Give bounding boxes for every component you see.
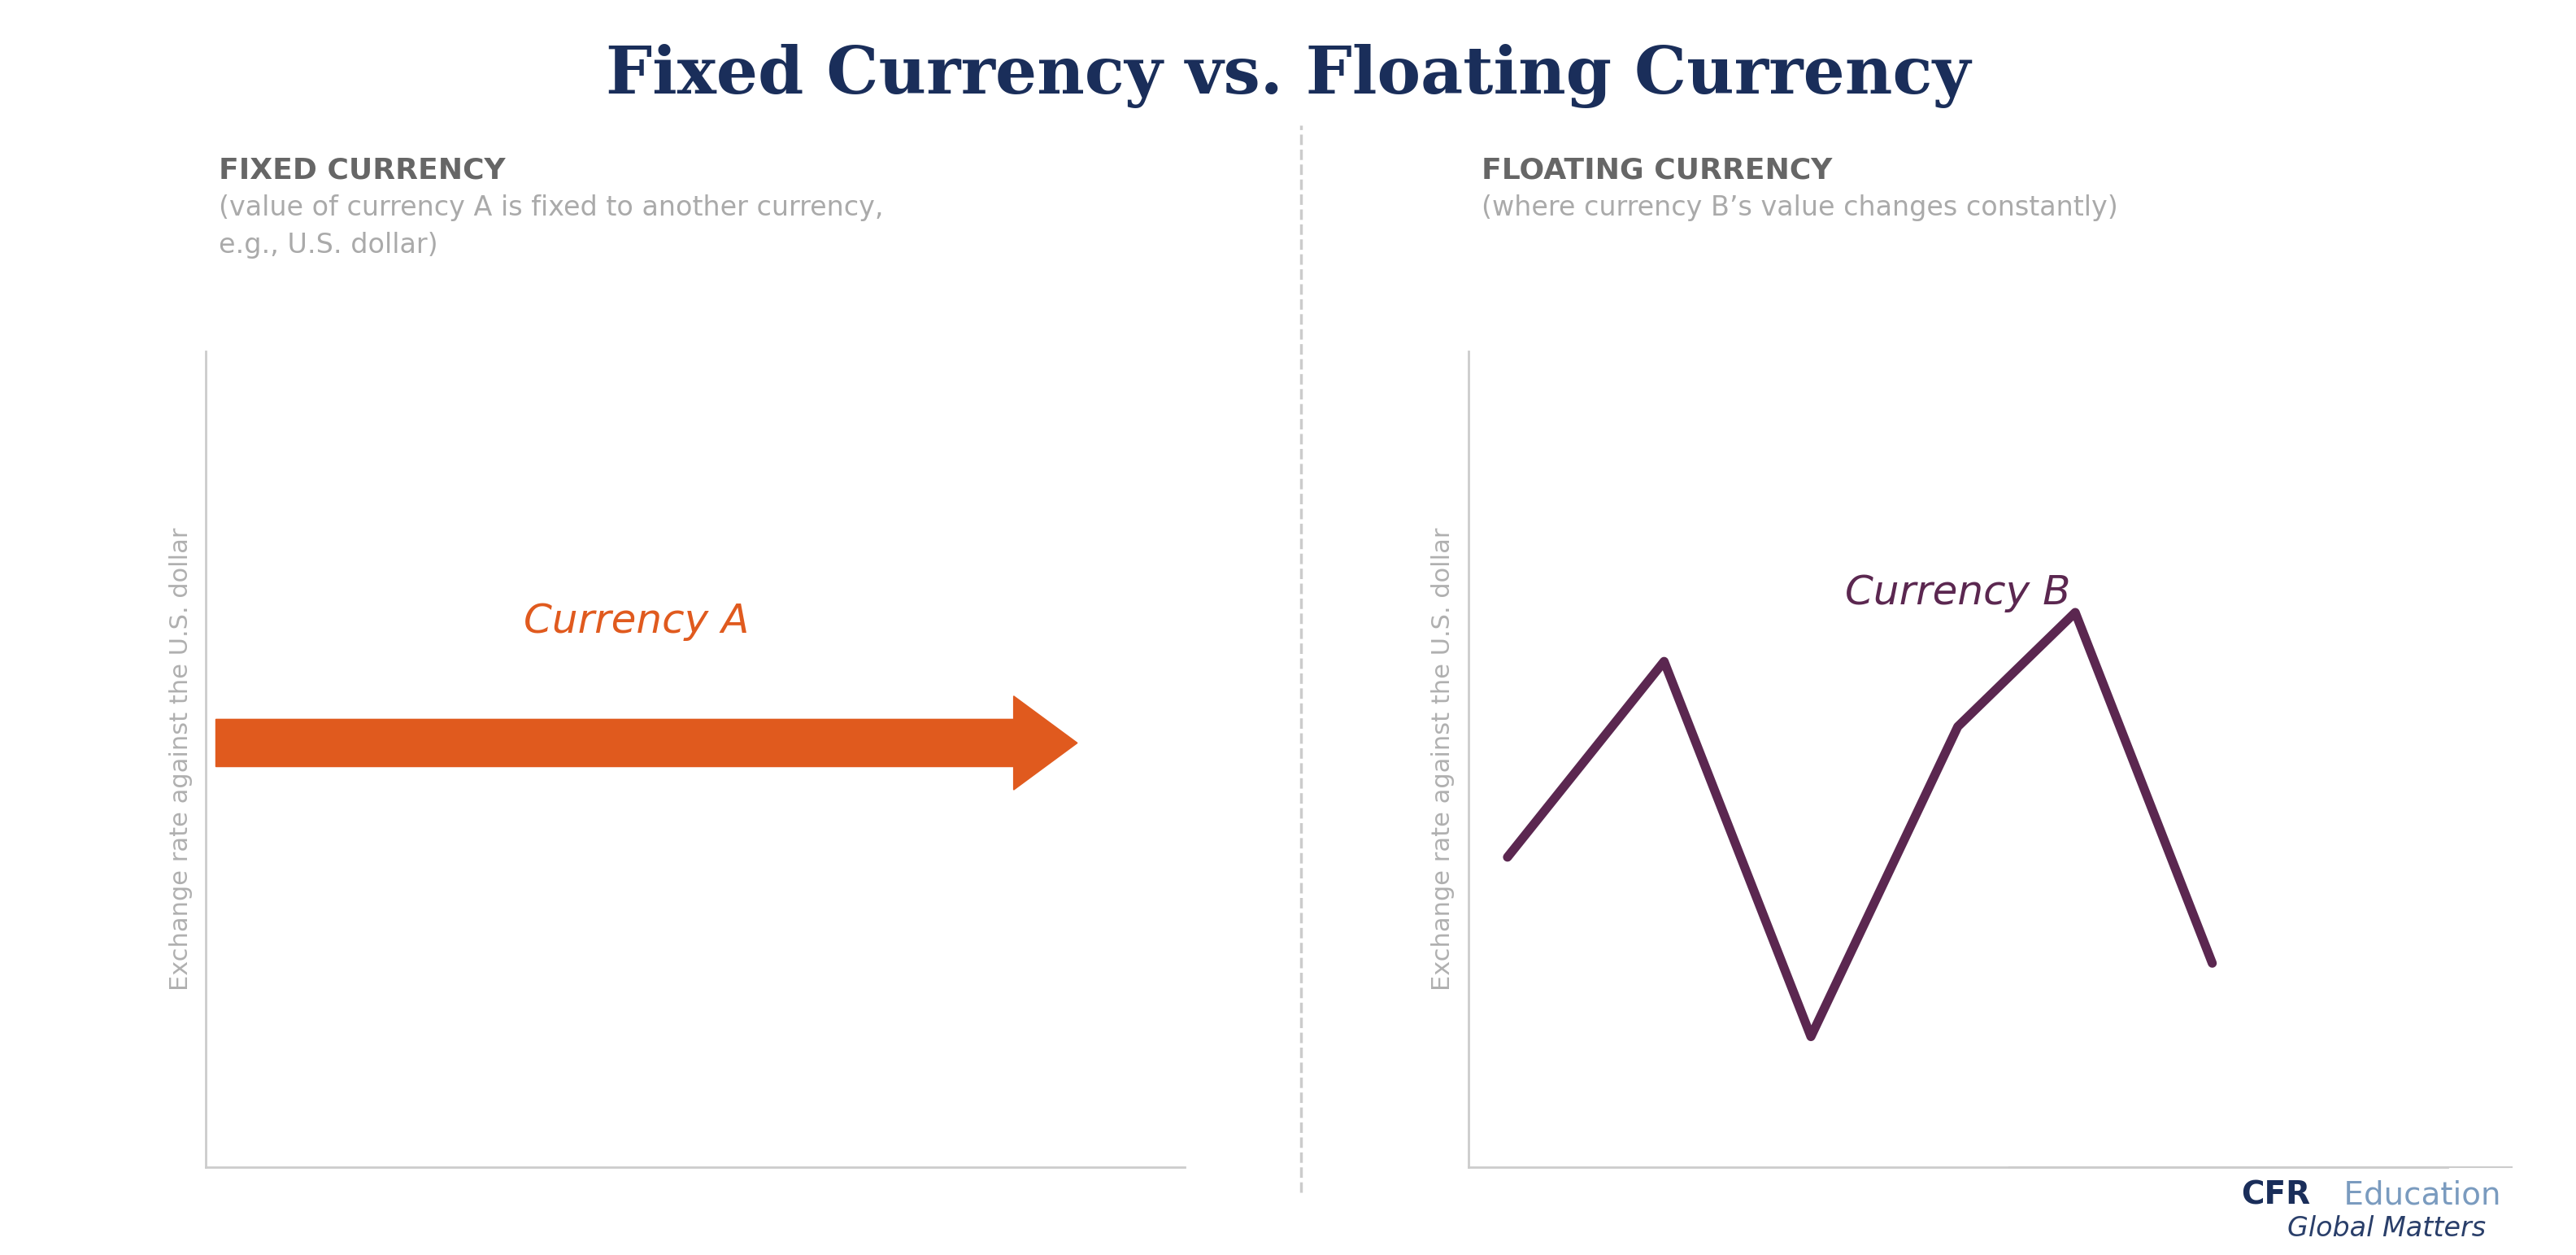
Text: Currency B: Currency B	[1844, 574, 2071, 612]
Y-axis label: Exchange rate against the U.S. dollar: Exchange rate against the U.S. dollar	[170, 527, 193, 991]
Text: Fixed Currency vs. Floating Currency: Fixed Currency vs. Floating Currency	[605, 44, 1971, 108]
Text: (where currency B’s value changes constantly): (where currency B’s value changes consta…	[1481, 195, 2117, 221]
Text: Global Matters: Global Matters	[2287, 1215, 2486, 1241]
Text: FIXED CURRENCY: FIXED CURRENCY	[219, 157, 505, 184]
Y-axis label: Exchange rate against the U.S. dollar: Exchange rate against the U.S. dollar	[1432, 527, 1455, 991]
Text: CFR: CFR	[2241, 1180, 2311, 1211]
Text: (value of currency A is fixed to another currency,: (value of currency A is fixed to another…	[219, 195, 884, 221]
Text: Education: Education	[2334, 1180, 2501, 1211]
Text: FLOATING CURRENCY: FLOATING CURRENCY	[1481, 157, 1832, 184]
Text: Currency A: Currency A	[523, 602, 750, 641]
FancyArrow shape	[216, 697, 1077, 789]
Text: e.g., U.S. dollar): e.g., U.S. dollar)	[219, 232, 438, 259]
